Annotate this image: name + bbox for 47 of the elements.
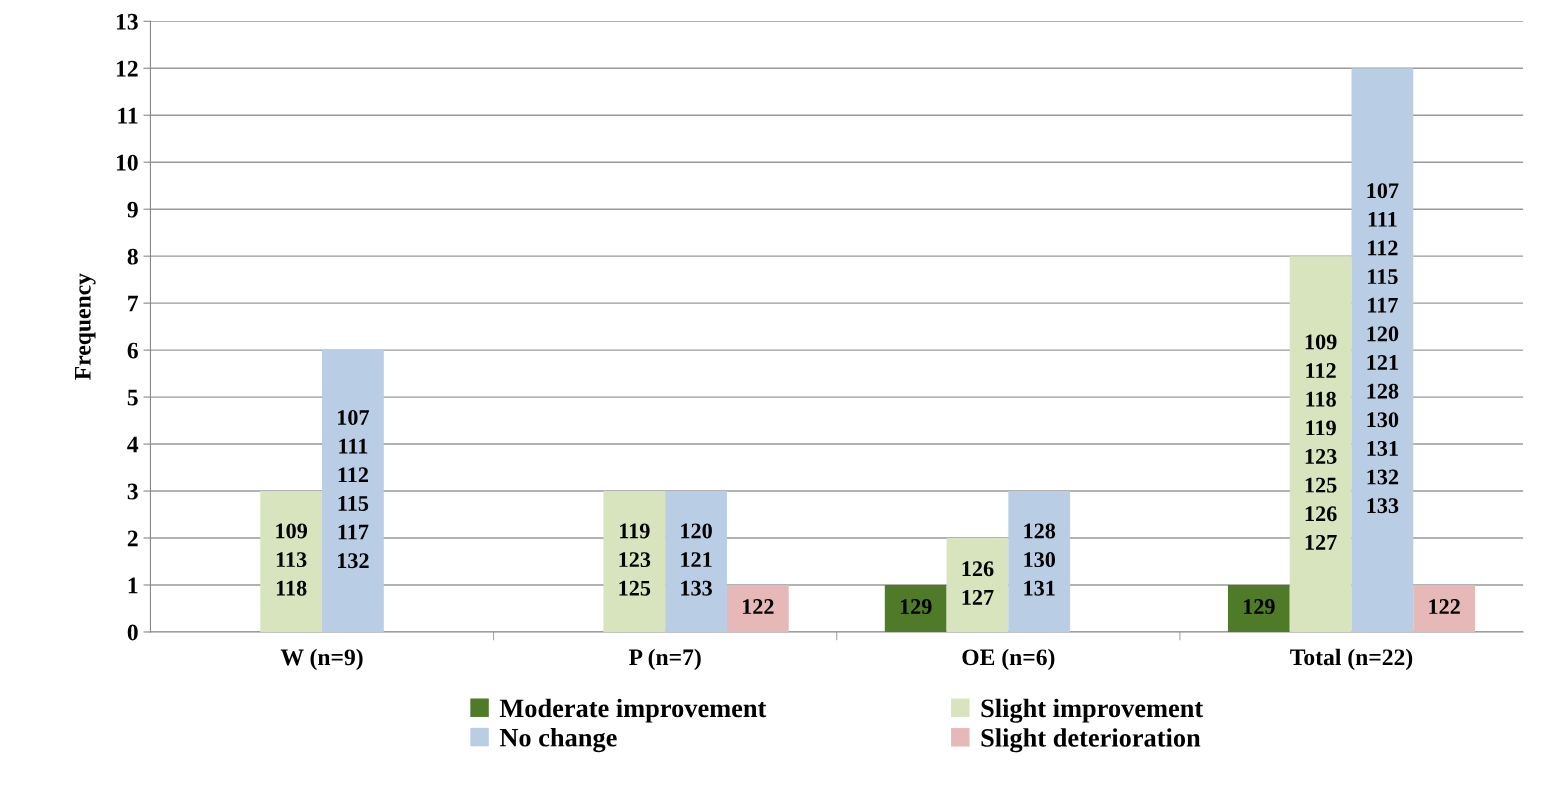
bar [322,350,384,632]
x-tick-label: P (n=7) [629,648,701,671]
annotation: 109 113 118 [276,523,308,596]
legend-label: Moderate improvement [499,698,767,723]
annotation: 129 [1243,599,1275,615]
legend-label: Slight improvement [981,698,1204,723]
bar [1008,491,1071,632]
y-tick-label: 3 [127,483,138,500]
x-tick-label: W (n=9) [280,648,363,671]
bar [1351,68,1414,632]
bar [1289,256,1352,632]
y-tick-label: 2 [127,530,138,547]
annotation: 122 [742,599,774,614]
annotation: 129 [900,599,932,615]
y-tick-label: 4 [127,436,139,453]
y-axis-title: Frequency [75,273,96,380]
y-tick-label: 9 [127,201,138,218]
y-tick-label: 6 [127,342,138,359]
annotation: 109 112 118 119 123 125 126 127 [1305,334,1337,550]
y-tick-label: 1 [128,577,138,594]
y-tick-label: 5 [127,389,138,406]
annotation: 122 [1429,599,1460,614]
y-tick-label: 12 [116,60,138,77]
bar [1413,585,1476,632]
annotation: 119 123 125 [619,523,651,596]
bar [603,491,666,632]
y-tick-label: 11 [118,107,138,124]
legend-label: No change [499,728,617,753]
y-tick-label: 13 [116,13,138,30]
y-tick-label: 0 [127,624,138,641]
annotation: 120 121 133 [681,523,712,596]
bar [946,538,1009,632]
x-tick-label: Total (n=22) [1290,648,1413,671]
legend-label: Slight deterioration [981,728,1201,753]
y-tick-label: 8 [127,248,138,265]
y-tick-label: 7 [128,295,139,312]
annotation: 107 111 112 115 117 132 [338,410,370,569]
x-tick-label: OE (n=6) [962,648,1055,671]
y-tick-label: 10 [116,154,138,171]
bar [665,491,727,632]
bar [1227,585,1290,632]
bar [726,585,789,632]
bar [260,491,323,632]
bar [884,585,947,632]
annotation: 128 130 131 [1024,523,1056,596]
annotation: 126 127 [962,561,994,605]
text: 107 111 112 115 117 120 121 128 130 131 132 133 [1367,183,1399,514]
